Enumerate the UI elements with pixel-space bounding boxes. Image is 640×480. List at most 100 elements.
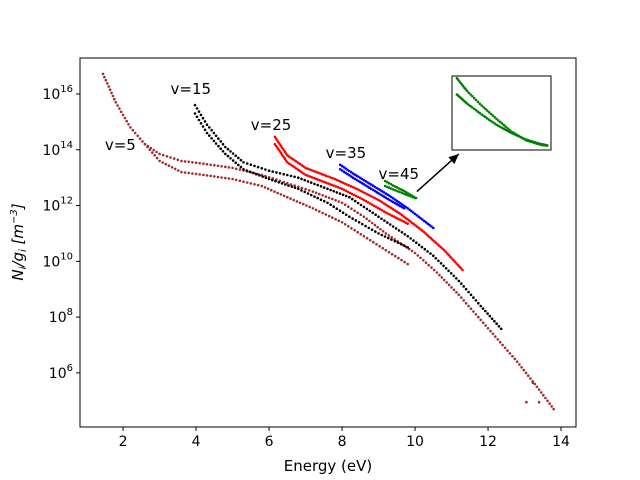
data-point [158,152,161,156]
data-point [362,183,366,186]
annotations: v=5 v=15 v=25 v=35 v=45 [105,80,460,193]
data-point [234,161,237,164]
data-point [321,211,324,215]
data-point [456,263,460,267]
inset-point [465,89,469,93]
data-point [364,224,367,228]
data-point [544,396,547,400]
data-point [165,155,169,158]
data-point [417,243,421,247]
data-point [439,262,443,265]
data-point [286,195,289,199]
data-point [239,165,243,169]
data-point [394,189,397,192]
data-point [326,182,330,185]
data-point [314,170,318,174]
series-v-35 [338,163,435,230]
data-point [195,115,199,119]
data-point [291,157,295,161]
data-point [356,211,360,214]
data-point [422,259,425,262]
data-point [351,185,355,189]
data-point [238,168,242,171]
data-point [362,215,366,218]
data-point [191,172,194,175]
data-point [289,163,293,167]
data-point [413,196,417,200]
data-point [293,184,296,187]
data-point [180,159,183,163]
data-point [432,239,436,243]
data-point [393,198,397,201]
inset-point [489,112,493,116]
data-point [386,221,389,224]
data-point [217,144,220,148]
data-point [331,216,334,219]
data-point [238,179,242,183]
data-point [526,374,530,378]
inset-zoom [451,75,552,151]
data-point [318,192,321,196]
data-point [304,187,307,191]
data-point [399,204,402,208]
inset-point [489,119,493,123]
data-point [488,314,492,318]
data-point [138,137,142,140]
data-point [453,260,457,264]
data-point [113,97,116,101]
data-point [542,393,545,397]
data-point [409,195,413,198]
x-tick-label: 14 [552,434,570,450]
data-point [381,230,385,233]
data-point [279,193,283,196]
data-point [411,195,415,199]
data-point [127,123,130,126]
data-point [289,197,292,200]
data-point [172,157,176,160]
data-point [249,163,253,166]
data-point [377,215,380,218]
data-point [397,256,400,260]
data-point [365,236,369,240]
y-tick-label: 106 [49,363,73,382]
data-point [276,139,279,142]
x-tick-label: 4 [192,434,201,450]
data-point [286,154,289,157]
data-point [348,215,351,218]
inset-point [471,106,474,109]
data-point [155,156,159,160]
data-point [391,197,395,200]
inset-point [493,116,497,119]
data-point [258,174,261,177]
data-point [341,211,345,214]
data-point [264,168,267,171]
data-point [367,193,370,197]
data-point [357,221,361,224]
data-point [403,244,406,248]
inset-point [486,117,489,120]
data-point [381,246,385,250]
data-point [406,222,410,225]
data-point [379,228,382,231]
data-point [307,189,311,192]
data-point [369,187,373,191]
inset-point [499,120,502,124]
data-point [347,184,351,187]
data-point [251,171,255,175]
data-point [344,189,348,193]
data-point [461,268,464,272]
data-point [434,241,438,244]
inset-point [467,103,471,107]
data-point [332,205,336,208]
data-point [444,267,448,270]
data-point [309,193,313,197]
data-point [489,329,492,333]
inset-point [465,102,469,105]
data-point [486,312,489,315]
data-point [356,201,360,205]
data-point [194,172,198,176]
data-point [493,319,496,323]
data-point [368,209,372,213]
data-point [329,203,332,206]
